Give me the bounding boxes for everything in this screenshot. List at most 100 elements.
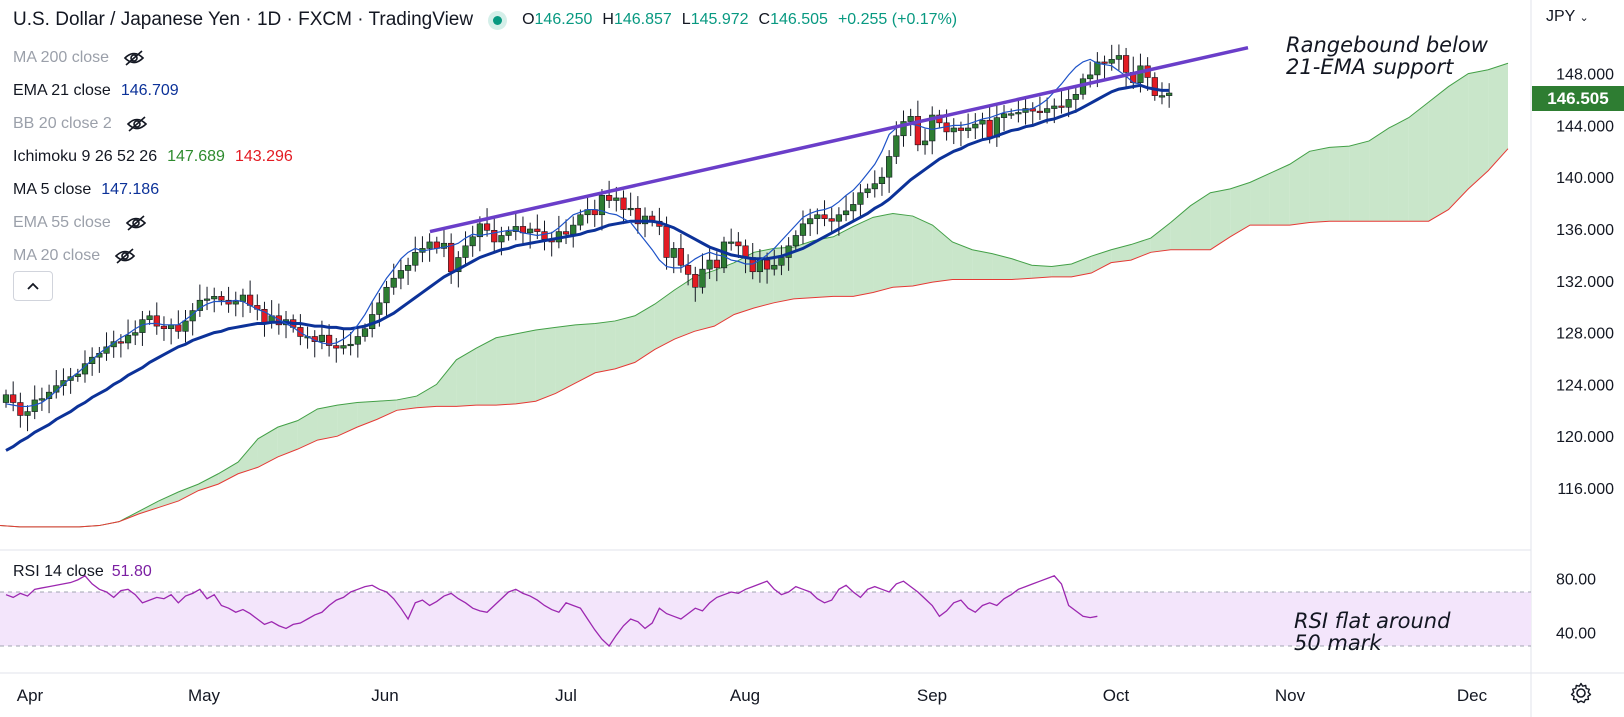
candle-body bbox=[1015, 112, 1022, 115]
candle-body bbox=[361, 328, 369, 337]
candle-body bbox=[1166, 92, 1173, 96]
cloud-segment bbox=[615, 315, 635, 369]
rsi-legend[interactable]: RSI 14 close 51.80 bbox=[13, 563, 152, 581]
candle-body bbox=[735, 241, 742, 247]
candle-body bbox=[627, 207, 634, 211]
candle-body bbox=[483, 223, 491, 231]
cloud-segment bbox=[436, 359, 457, 407]
candle-body bbox=[893, 135, 900, 157]
time-tick-label: Nov bbox=[1275, 686, 1306, 705]
candle-body bbox=[634, 207, 641, 225]
candle-body bbox=[2, 394, 10, 403]
time-tick-label: Aug bbox=[730, 686, 760, 705]
legend-value: 146.709 bbox=[120, 81, 179, 99]
currency-selector[interactable]: JPY ⌄ bbox=[1546, 8, 1589, 26]
candle-body bbox=[1115, 55, 1122, 60]
close-label: C bbox=[758, 11, 771, 28]
candle-body bbox=[476, 223, 483, 238]
candle-body bbox=[807, 218, 814, 225]
candle-body bbox=[577, 214, 584, 226]
cloud-segment bbox=[396, 396, 417, 411]
cloud-segment bbox=[1448, 73, 1469, 210]
cloud-segment bbox=[257, 427, 278, 468]
legend-ma200[interactable]: MA 200 close bbox=[13, 41, 293, 74]
low-value: 145.972 bbox=[690, 11, 749, 28]
candle-body bbox=[60, 380, 67, 386]
candle-body bbox=[426, 241, 433, 249]
cloud-segment bbox=[853, 217, 874, 297]
candle-body bbox=[390, 277, 397, 288]
cloud-segment bbox=[1468, 69, 1489, 189]
time-tick-label: Sep bbox=[917, 686, 947, 705]
candle-body bbox=[606, 195, 613, 201]
axes: 116.000 120.000 124.000 128.000 132.000 136.0… bbox=[17, 67, 1614, 705]
eye-off-icon[interactable] bbox=[123, 49, 145, 66]
candle-body bbox=[979, 119, 986, 125]
cloud-segment bbox=[892, 213, 913, 288]
annotation-line-2: 21-EMA support bbox=[1286, 55, 1454, 79]
rsi-pane bbox=[0, 574, 1531, 648]
chart-title[interactable]: U.S. Dollar / Japanese Yen · 1D · FXCM ·… bbox=[13, 9, 474, 30]
cloud-segment bbox=[1329, 146, 1350, 222]
candle-body bbox=[232, 301, 239, 305]
cloud-segment bbox=[178, 484, 199, 501]
rsi-line bbox=[5, 574, 1098, 648]
cloud-segment bbox=[1051, 263, 1072, 277]
cloud-segment bbox=[238, 438, 258, 474]
eye-off-icon[interactable] bbox=[125, 214, 147, 231]
rsi-legend-value: 51.80 bbox=[111, 563, 152, 580]
price-tick-label: 116.000 bbox=[1557, 481, 1614, 498]
chart-header: U.S. Dollar / Japanese Yen · 1D · FXCM ·… bbox=[13, 9, 957, 31]
close-value: 146.505 bbox=[770, 11, 828, 28]
cloud-segment bbox=[1250, 173, 1270, 226]
candle-body bbox=[972, 123, 979, 129]
ema21-line bbox=[5, 83, 1170, 452]
market-status-icon[interactable] bbox=[493, 15, 503, 25]
candle-body bbox=[1044, 108, 1051, 113]
cloud-segment bbox=[793, 240, 814, 299]
candle-body bbox=[1094, 61, 1101, 76]
legend-ichimoku[interactable]: Ichimoku 9 26 52 26 147.689 143.296 bbox=[13, 140, 293, 173]
candle-body bbox=[132, 332, 139, 336]
span-a-line bbox=[0, 62, 1509, 528]
candle-body bbox=[684, 264, 692, 275]
candle-body bbox=[491, 229, 498, 243]
candle-body bbox=[562, 231, 570, 235]
candle-body bbox=[771, 264, 778, 270]
candle-body bbox=[333, 345, 340, 349]
candle-body bbox=[455, 257, 462, 273]
legend-ema21[interactable]: EMA 21 close 146.709 bbox=[13, 74, 293, 107]
candle-body bbox=[412, 252, 419, 266]
candle-body bbox=[146, 315, 153, 320]
gear-icon[interactable] bbox=[1570, 682, 1592, 704]
eye-off-icon[interactable] bbox=[114, 247, 136, 264]
cloud-segment bbox=[1408, 102, 1429, 222]
eye-off-icon[interactable] bbox=[126, 115, 148, 132]
candle-body bbox=[1151, 77, 1158, 96]
rsi-annotation: RSI flat around 50 mark bbox=[1294, 610, 1450, 654]
candle-body bbox=[613, 197, 620, 201]
candle-body bbox=[175, 324, 182, 332]
cloud-segment bbox=[1071, 256, 1092, 277]
candle-body bbox=[763, 259, 771, 270]
time-tick-label: Oct bbox=[1103, 686, 1130, 705]
legend-ma5[interactable]: MA 5 close 147.186 bbox=[13, 173, 293, 206]
candle-body bbox=[677, 248, 685, 266]
candle-body bbox=[10, 394, 17, 403]
candle-body bbox=[792, 235, 799, 247]
indicator-lines bbox=[5, 45, 1249, 452]
time-tick-label: Dec bbox=[1457, 686, 1488, 705]
candle-body bbox=[799, 223, 807, 236]
time-tick-label: Jun bbox=[371, 686, 398, 705]
cloud-segment bbox=[515, 330, 536, 404]
candle-body bbox=[1065, 99, 1072, 108]
legend-bb20[interactable]: BB 20 close 2 bbox=[13, 107, 293, 140]
collapse-legend-button[interactable] bbox=[13, 271, 53, 301]
legend-ma20[interactable]: MA 20 close bbox=[13, 239, 293, 272]
legend-ema55[interactable]: EMA 55 close bbox=[13, 206, 293, 239]
candle-body bbox=[527, 228, 534, 234]
candle-body bbox=[397, 270, 405, 279]
candle-body bbox=[347, 343, 354, 347]
candle-body bbox=[160, 325, 168, 330]
